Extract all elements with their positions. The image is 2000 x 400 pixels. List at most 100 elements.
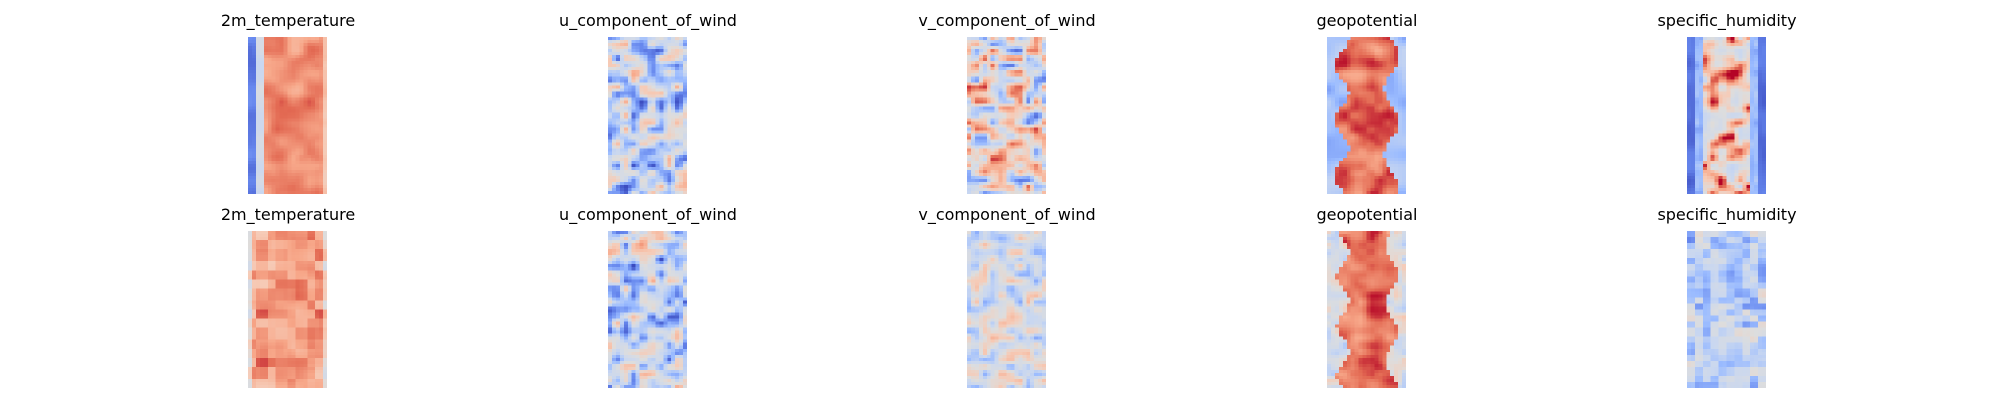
heatmap-cell bbox=[1758, 37, 1763, 41]
heatmap-cell bbox=[655, 190, 660, 194]
heatmap-cell bbox=[990, 76, 996, 80]
heatmap-cell bbox=[307, 106, 312, 111]
heatmap-cell bbox=[667, 43, 672, 47]
heatmap-cell bbox=[1366, 79, 1372, 83]
heatmap-cell bbox=[1382, 127, 1387, 132]
heatmap-cell bbox=[615, 118, 621, 123]
heatmap-cell bbox=[287, 109, 293, 114]
heatmap-cell bbox=[1718, 79, 1724, 83]
heatmap-cell bbox=[1738, 139, 1743, 144]
heatmap-cell bbox=[1026, 43, 1031, 47]
heatmap-cell bbox=[1698, 151, 1704, 156]
heatmap-cell bbox=[1014, 145, 1019, 150]
heatmap-cell bbox=[267, 181, 273, 186]
heatmap-cell bbox=[631, 91, 637, 95]
heatmap-cell bbox=[319, 94, 324, 98]
heatmap-cell bbox=[1402, 166, 1406, 171]
heatmap-cell bbox=[967, 55, 972, 59]
heatmap-cell bbox=[1350, 148, 1356, 153]
heatmap-cell bbox=[631, 163, 637, 168]
heatmap-cell bbox=[659, 187, 664, 192]
heatmap-cell bbox=[1706, 100, 1712, 105]
heatmap-cell bbox=[1370, 43, 1375, 47]
heatmap-cell bbox=[994, 103, 1000, 108]
heatmap-cell bbox=[990, 163, 996, 168]
heatmap-cell bbox=[1706, 73, 1712, 77]
heatmap-cell bbox=[994, 130, 1000, 135]
heatmap-cell bbox=[1342, 103, 1348, 108]
heatmap-cell bbox=[1327, 142, 1332, 147]
heatmap-cell bbox=[283, 148, 289, 153]
heatmap-cell bbox=[623, 82, 629, 86]
heatmap-cell bbox=[1030, 142, 1035, 147]
heatmap-cell bbox=[1018, 172, 1023, 177]
heatmap-cell bbox=[1002, 142, 1008, 147]
heatmap-cell bbox=[283, 154, 289, 159]
heatmap-cell bbox=[1706, 109, 1712, 114]
heatmap-cell bbox=[251, 37, 257, 41]
heatmap-cell bbox=[1706, 148, 1712, 153]
heatmap-cell bbox=[267, 145, 273, 150]
heatmap-cell bbox=[287, 175, 293, 180]
heatmap-cell bbox=[1010, 64, 1015, 68]
heatmap-cell bbox=[1327, 148, 1332, 153]
heatmap-cell bbox=[986, 190, 992, 194]
heatmap-cell bbox=[667, 55, 672, 59]
heatmap-cell bbox=[647, 142, 653, 147]
heatmap-cell bbox=[1014, 118, 1019, 123]
heatmap-cell bbox=[967, 109, 972, 114]
heatmap-cell bbox=[1030, 49, 1035, 53]
heatmap-cell bbox=[1734, 133, 1739, 138]
heatmap-cell bbox=[267, 58, 273, 62]
heatmap-cell bbox=[1018, 136, 1023, 141]
heatmap-cell bbox=[271, 46, 277, 50]
heatmap-cell bbox=[291, 172, 296, 177]
heatmap-cell bbox=[1334, 127, 1340, 132]
heatmap-cell bbox=[635, 175, 641, 180]
heatmap-cell bbox=[275, 88, 281, 92]
heatmap-cell bbox=[1402, 145, 1406, 150]
heatmap-cell bbox=[967, 142, 972, 147]
heatmap-cell bbox=[671, 148, 676, 153]
heatmap-cell bbox=[1002, 112, 1008, 117]
heatmap-cell bbox=[283, 76, 289, 80]
heatmap-cell bbox=[1374, 160, 1379, 165]
heatmap-cell bbox=[251, 100, 257, 105]
heatmap-cell bbox=[986, 100, 992, 105]
heatmap-cell bbox=[1342, 121, 1348, 126]
heatmap-cell bbox=[1366, 172, 1372, 177]
heatmap-cell bbox=[655, 163, 660, 168]
heatmap-cell bbox=[303, 55, 308, 59]
heatmap-cell bbox=[1730, 58, 1735, 62]
heatmap-cell bbox=[1694, 160, 1700, 165]
heatmap-cell bbox=[1390, 91, 1395, 95]
heatmap-cell bbox=[655, 184, 660, 189]
heatmap-cell bbox=[1338, 142, 1344, 147]
heatmap-cell bbox=[974, 148, 980, 153]
heatmap-cell bbox=[1006, 145, 1012, 150]
heatmap-cell bbox=[671, 88, 676, 92]
heatmap-cell bbox=[1710, 58, 1716, 62]
heatmap-cell bbox=[671, 100, 676, 105]
heatmap-cell bbox=[1330, 79, 1336, 83]
heatmap-cell bbox=[311, 142, 316, 147]
heatmap-cell bbox=[667, 148, 672, 153]
heatmap-cell bbox=[671, 124, 676, 129]
heatmap-cell bbox=[990, 115, 996, 120]
heatmap-cell bbox=[1394, 169, 1399, 174]
heatmap-cell bbox=[1366, 85, 1372, 89]
heatmap-cell bbox=[1758, 55, 1763, 59]
heatmap-cell bbox=[295, 88, 300, 92]
heatmap-cell bbox=[1762, 64, 1766, 68]
heatmap-cell bbox=[608, 166, 613, 171]
heatmap-cell bbox=[259, 100, 265, 105]
heatmap-cell bbox=[1690, 58, 1696, 62]
heatmap-cell bbox=[295, 118, 300, 123]
heatmap-cell bbox=[1370, 124, 1375, 129]
heatmap-cell bbox=[1718, 154, 1724, 159]
heatmap-cell bbox=[611, 118, 617, 123]
heatmap-cell bbox=[283, 106, 289, 111]
heatmap-cell bbox=[1346, 121, 1352, 126]
heatmap-cell bbox=[1042, 160, 1046, 165]
heatmap-cell bbox=[323, 178, 327, 183]
